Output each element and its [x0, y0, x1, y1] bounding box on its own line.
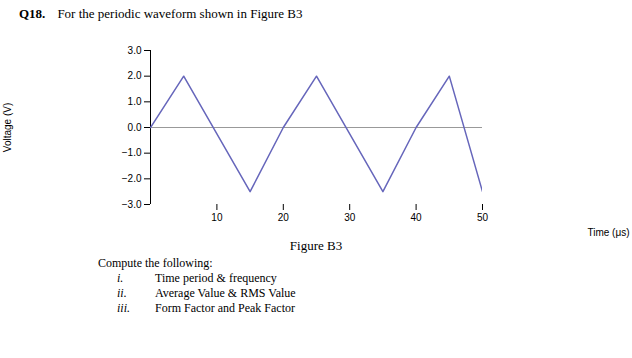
svg-text:30: 30: [344, 212, 356, 223]
svg-text:20: 20: [278, 212, 290, 223]
svg-text:−1.0: −1.0: [122, 147, 142, 158]
html-text:ii.: ii.: [117, 286, 127, 300]
html-text:iii.: iii.: [117, 301, 130, 315]
svg-text:Time (μs): Time (μs): [587, 227, 629, 238]
svg-text:Voltage (V): Voltage (V): [2, 103, 13, 152]
svg-text:3.0: 3.0: [128, 45, 142, 56]
svg-text:−3.0: −3.0: [122, 199, 142, 210]
html-text:Form Factor and Peak Factor: Form Factor and Peak Factor: [155, 301, 295, 315]
svg-text:50: 50: [477, 212, 489, 223]
svg-text:0.0: 0.0: [128, 122, 142, 133]
svg-text:2.0: 2.0: [128, 70, 142, 81]
html-text:Q18.: Q18.: [19, 6, 46, 21]
html-text:Compute the following:: Compute the following:: [98, 256, 213, 270]
svg-text:40: 40: [411, 212, 423, 223]
html-text:Average Value & RMS Value: Average Value & RMS Value: [155, 286, 296, 300]
svg-text:1.0: 1.0: [128, 96, 142, 107]
svg-text:−2.0: −2.0: [122, 173, 142, 184]
html-text:For the periodic waveform show: For the periodic waveform shown in Figur…: [57, 6, 303, 21]
html-text:Figure B3: Figure B3: [289, 238, 343, 253]
html-text:Time period & frequency: Time period & frequency: [155, 271, 277, 285]
svg-text:10: 10: [211, 212, 223, 223]
html-text:i.: i.: [117, 271, 124, 285]
